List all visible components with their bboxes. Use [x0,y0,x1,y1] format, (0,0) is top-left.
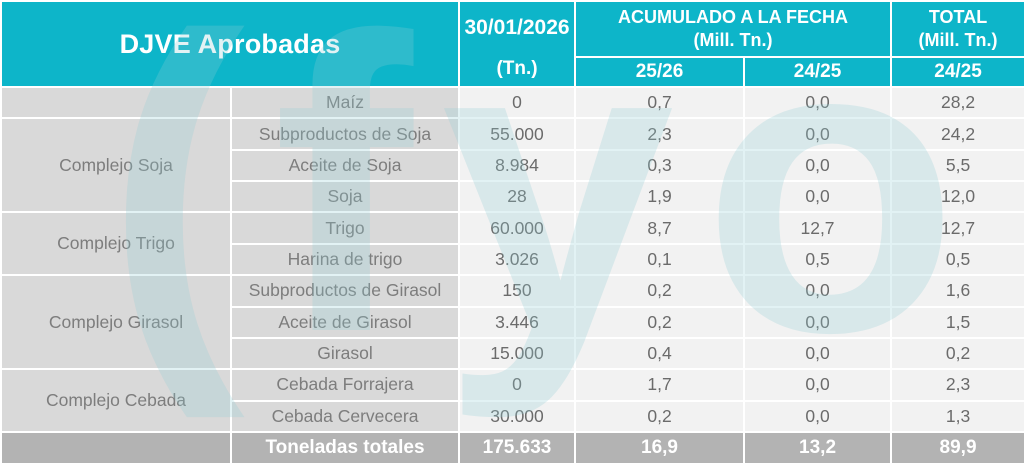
value-cell-total-24-25: 0,2 [890,336,1024,371]
acumulado-header-unit: (Mill. Tn.) [693,30,773,50]
total-header-unit: (Mill. Tn.) [918,30,998,50]
date-header-unit: (Tn.) [496,58,538,79]
product-cell: Girasol [229,336,461,371]
group-cell: Complejo Trigo [0,211,232,277]
value-cell-acum-25-26: 2,3 [574,117,746,151]
value-cell-acum-25-26: 1,9 [574,180,746,214]
column-header-date: 30/01/2026 (Tn.) [458,0,577,88]
totals-empty-cell [0,431,232,465]
value-cell-tn: 3.026 [458,242,577,277]
product-cell: Subproductos de Soja [229,117,461,151]
product-cell: Cebada Forrajera [229,368,461,402]
value-cell-total-24-25: 1,6 [890,274,1024,308]
group-cell [0,85,232,120]
table-row: Aceite de Soja 8.984 0,3 0,0 5,5 [1,148,1024,183]
table-title: DJVE Aprobadas [0,0,461,88]
product-cell: Maíz [229,85,461,120]
table-row: Maíz 0 0,7 0,0 28,2 [0,85,1024,120]
totals-value-acum-25-26: 16,9 [574,431,746,465]
value-cell-acum-24-25: 0,0 [743,117,893,151]
group-cell: Complejo Girasol [0,274,232,371]
product-cell: Soja [229,180,461,214]
value-cell-tn: 8.984 [458,148,577,183]
table-row: Complejo Trigo Trigo 60.000 8,7 12,7 12,7 [0,211,1024,277]
totals-value-tn: 175.633 [458,431,577,465]
table-row: Soja 28 1,9 0,0 12,0 [1,180,1024,214]
totals-row: Toneladas totales 175.633 16,9 13,2 89,9 [0,431,1024,465]
value-cell-tn: 150 [458,274,577,308]
value-cell-total-24-25: 1,3 [890,399,1024,434]
value-cell-total-24-25: 1,5 [890,305,1024,339]
value-cell-total-24-25: 2,3 [890,368,1024,402]
value-cell-tn: 60.000 [458,211,577,245]
product-cell: Trigo [229,211,461,245]
value-cell-acum-25-26: 8,7 [574,211,746,245]
value-cell-acum-24-25: 0,0 [743,336,893,371]
totals-label: Toneladas totales [229,431,461,465]
value-cell-tn: 30.000 [458,399,577,434]
value-cell-total-24-25: 28,2 [890,85,1024,120]
product-cell: Cebada Cervecera [229,399,461,434]
date-header-value: 30/01/2026 [464,16,570,39]
table-body: Maíz 0 0,7 0,0 28,2 Complejo Soja Subproductos… [0,85,1024,434]
table-row: Harina de trigo 3.026 0,1 0,5 0,5 [1,242,1024,277]
group-cell: Complejo Cebada [0,368,232,433]
table-row: Complejo Girasol Subproductos de Girasol 1… [0,274,1024,371]
table-header: DJVE Aprobadas 30/01/2026 (Tn.) ACUMULAD… [0,0,1024,88]
value-cell-tn: 28 [458,180,577,214]
value-cell-tn: 3.446 [458,305,577,339]
value-cell-total-24-25: 12,7 [890,211,1024,245]
value-cell-tn: 0 [458,368,577,402]
subcolumn-header-total-24-25: 24/25 [890,56,1024,88]
value-cell-acum-25-26: 0,2 [574,274,746,308]
value-cell-total-24-25: 12,0 [890,180,1024,214]
value-cell-total-24-25: 5,5 [890,148,1024,183]
value-cell-acum-24-25: 0,0 [743,274,893,308]
totals-value-acum-24-25: 13,2 [743,431,893,465]
column-header-total: TOTAL (Mill. Tn.) [890,0,1024,58]
value-cell-acum-25-26: 1,7 [574,368,746,402]
value-cell-tn: 0 [458,85,577,120]
value-cell-acum-24-25: 0,0 [743,180,893,214]
value-cell-acum-24-25: 0,0 [743,85,893,120]
value-cell-acum-24-25: 0,0 [743,368,893,402]
subcolumn-header-25-26: 25/26 [574,56,746,88]
value-cell-acum-25-26: 0,2 [574,399,746,434]
value-cell-tn: 55.000 [458,117,577,151]
value-cell-acum-25-26: 0,1 [574,242,746,277]
value-cell-acum-25-26: 0,4 [574,336,746,371]
product-cell: Aceite de Girasol [229,305,461,339]
column-header-acumulado: ACUMULADO A LA FECHA (Mill. Tn.) [574,0,893,58]
product-cell: Aceite de Soja [229,148,461,183]
acumulado-header-title: ACUMULADO A LA FECHA [618,6,849,27]
subcolumn-header-24-25: 24/25 [743,56,893,88]
table-row: Cebada Cervecera 30.000 0,2 0,0 1,3 [1,399,1024,434]
value-cell-acum-24-25: 0,0 [743,399,893,434]
group-cell: Complejo Soja [0,117,232,214]
value-cell-acum-24-25: 0,0 [743,148,893,183]
value-cell-acum-24-25: 0,5 [743,242,893,277]
product-cell: Subproductos de Girasol [229,274,461,308]
value-cell-acum-24-25: 0,0 [743,305,893,339]
value-cell-tn: 15.000 [458,336,577,371]
value-cell-acum-25-26: 0,2 [574,305,746,339]
table-row: Aceite de Girasol 3.446 0,2 0,0 1,5 [1,305,1024,339]
value-cell-acum-25-26: 0,3 [574,148,746,183]
value-cell-total-24-25: 24,2 [890,117,1024,151]
value-cell-acum-24-25: 12,7 [743,211,893,245]
table-row: Complejo Cebada Cebada Forrajera 0 1,7 0,0 2,… [0,368,1024,433]
table-row: Girasol 15.000 0,4 0,0 0,2 [1,336,1024,371]
product-cell: Harina de trigo [229,242,461,277]
value-cell-total-24-25: 0,5 [890,242,1024,277]
totals-value-total-24-25: 89,9 [890,431,1024,465]
value-cell-acum-25-26: 0,7 [574,85,746,120]
table-row: Complejo Soja Subproductos de Soja 55.000 2… [0,117,1024,214]
total-header-title: TOTAL [928,6,988,27]
